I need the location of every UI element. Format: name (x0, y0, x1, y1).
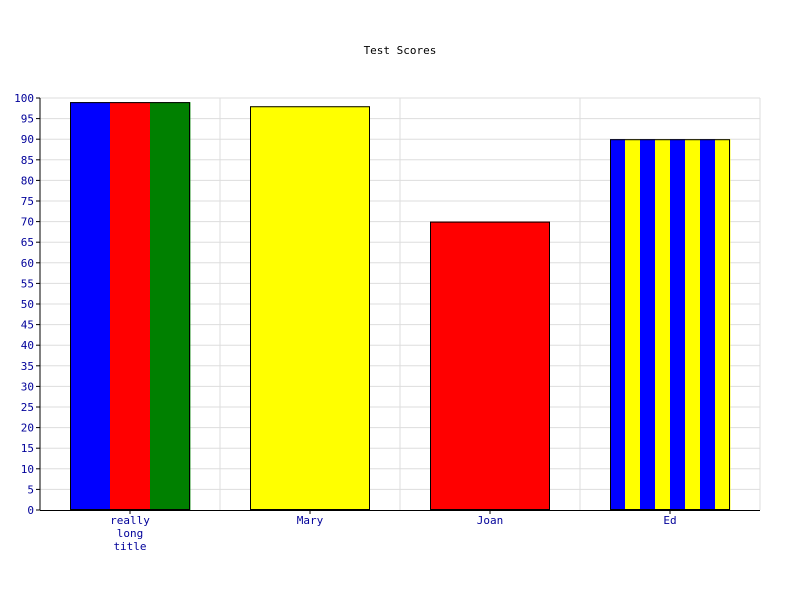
bar-stripe (610, 139, 626, 510)
x-tick-label: really long title (110, 514, 150, 553)
y-tick-label: 100 (14, 92, 34, 105)
y-tick-label: 75 (21, 195, 34, 208)
y-tick-label: 40 (21, 339, 34, 352)
bar-stripe (700, 139, 716, 510)
y-tick-label: 30 (21, 380, 34, 393)
bar-stripe (640, 139, 656, 510)
axes (36, 97, 760, 514)
bar-stripe (655, 139, 671, 510)
bar (430, 221, 550, 510)
bar-outline (430, 221, 550, 510)
y-tick-label: 0 (27, 504, 34, 517)
bar-fill (430, 221, 550, 510)
bar-stripe (110, 102, 151, 511)
y-tick-label: 15 (21, 442, 34, 455)
bar-outline (610, 139, 730, 510)
x-tick-label: Mary (297, 514, 324, 527)
y-tick-label: 95 (21, 113, 34, 126)
bar-stripe (670, 139, 686, 510)
bar-stripe (150, 102, 191, 511)
y-tick-label: 35 (21, 360, 34, 373)
bar (70, 102, 191, 511)
bar-fill (250, 106, 370, 511)
chart-title: Test Scores (364, 44, 437, 57)
x-tick-label: Ed (663, 514, 676, 527)
bar-stripe (715, 139, 731, 510)
y-tick-label: 60 (21, 257, 34, 270)
y-tick-label: 70 (21, 216, 34, 229)
x-tick-label: Joan (477, 514, 504, 527)
bar-stripe (625, 139, 641, 510)
bar (250, 106, 370, 511)
y-tick-label: 5 (27, 483, 34, 496)
y-tick-label: 10 (21, 463, 34, 476)
bar-outline (250, 106, 370, 511)
y-tick-label: 65 (21, 236, 34, 249)
y-tick-label: 80 (21, 174, 34, 187)
y-axis-tick-labels: 0 5 10 15 20 25 30 35 40 45 50 55 60 65 70 75 80 85 90 95 10… (14, 92, 34, 517)
y-tick-label: 55 (21, 277, 34, 290)
bar-stripe (685, 139, 701, 510)
y-tick-label: 90 (21, 133, 34, 146)
y-tick-label: 20 (21, 422, 34, 435)
bars (70, 102, 731, 511)
x-axis-tick-labels: really long title Mary Joan Ed (110, 514, 677, 553)
bar-outline (70, 102, 190, 511)
y-tick-label: 85 (21, 154, 34, 167)
bar-stripe (70, 102, 111, 511)
y-tick-label: 25 (21, 401, 34, 414)
y-tick-label: 50 (21, 298, 34, 311)
bar (610, 139, 731, 510)
y-tick-label: 45 (21, 319, 34, 332)
